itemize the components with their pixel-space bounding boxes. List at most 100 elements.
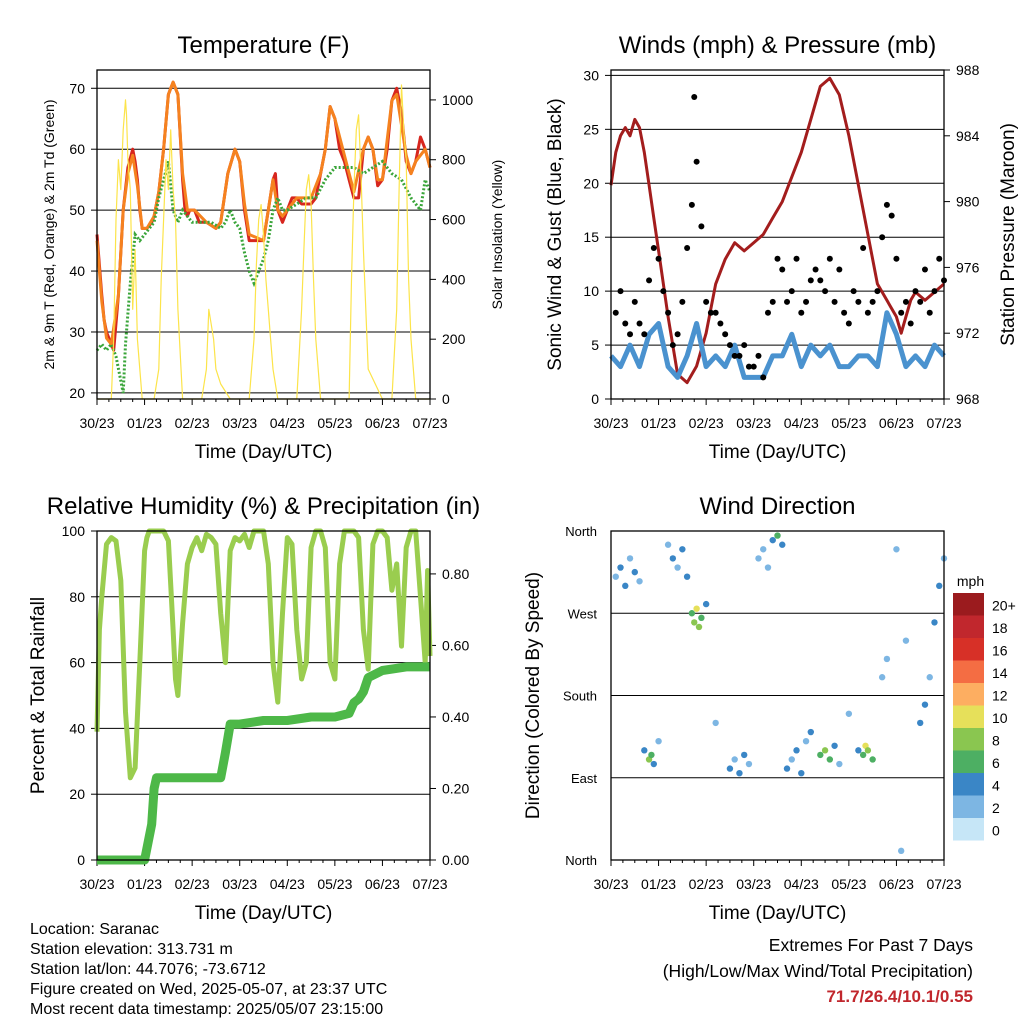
y2-tick-label: 600 — [442, 212, 466, 228]
gust-point — [812, 266, 819, 273]
legend-swatch — [953, 750, 984, 773]
gust-point — [926, 309, 933, 316]
y-axis-label: 2m & 9m T (Red, Orange) & 2m Td (Green) — [41, 100, 57, 370]
gust-point — [736, 352, 743, 359]
series-line-0 — [609, 76, 945, 385]
x-axis-label: Time (Day/UTC) — [195, 903, 333, 924]
gust-point — [936, 255, 943, 262]
y2-tick-label: 980 — [956, 194, 980, 210]
gust-point — [712, 309, 719, 316]
gust-point — [798, 309, 805, 316]
gust-point — [869, 298, 876, 305]
location-text: Location: Saranac — [30, 921, 159, 938]
gust-point — [769, 298, 776, 305]
gust-point — [883, 201, 890, 208]
y2-axis-label: Solar Insolation (Yellow) — [489, 160, 505, 310]
direction-point — [650, 760, 658, 768]
x-tick-label: 07/23 — [926, 415, 961, 431]
gust-point — [631, 298, 638, 305]
direction-point — [669, 555, 677, 562]
x-tick-label: 05/23 — [831, 415, 866, 431]
gust-point — [750, 363, 757, 370]
y-tick-label: South — [563, 689, 597, 704]
gust-point — [764, 309, 771, 316]
x-tick-label: 03/23 — [736, 415, 771, 431]
direction-point — [845, 710, 853, 717]
legend-label: 18 — [992, 620, 1008, 636]
extremes-panel: Extremes For Past 7 Days (High/Low/Max W… — [663, 932, 973, 1010]
gust-point — [731, 352, 738, 359]
y-tick-label: West — [568, 606, 598, 621]
gust-point — [902, 298, 909, 305]
y-tick-label: 5 — [591, 337, 599, 353]
gust-point — [864, 309, 871, 316]
y-tick-label: 50 — [69, 202, 85, 218]
y-tick-label: 40 — [69, 720, 85, 736]
y-tick-label: 30 — [583, 67, 599, 83]
gust-point — [755, 352, 762, 359]
chart-title: Relative Humidity (%) & Precipitation (i… — [47, 493, 480, 520]
gust-point — [627, 331, 634, 338]
direction-point — [831, 742, 838, 749]
direction-point — [769, 536, 776, 544]
direction-point — [931, 619, 938, 626]
gust-point — [641, 331, 648, 338]
x-tick-label: 05/23 — [831, 876, 866, 892]
direction-point — [821, 747, 829, 754]
gust-point — [726, 342, 733, 349]
extremes-title: Extremes For Past 7 Days — [768, 935, 973, 955]
y2-tick-label: 968 — [956, 391, 980, 407]
direction-point — [622, 582, 629, 590]
legend-label: 2 — [992, 800, 1000, 816]
y2-tick-label: 0.80 — [442, 566, 469, 582]
direction-point — [617, 564, 624, 571]
gust-point — [636, 320, 643, 327]
gust-point — [745, 363, 752, 370]
direction-point — [726, 765, 734, 772]
y-tick-label: 0 — [591, 391, 599, 407]
series-line-2 — [95, 159, 432, 394]
legend-swatch — [953, 795, 984, 818]
gust-point — [703, 298, 710, 305]
direction-point — [878, 674, 886, 681]
y-tick-label: 60 — [69, 141, 85, 157]
y2-tick-label: 0.40 — [442, 709, 469, 725]
gust-point — [622, 320, 629, 327]
x-tick-label: 30/23 — [79, 415, 114, 431]
y2-tick-label: 972 — [956, 325, 980, 341]
gust-point — [741, 342, 748, 349]
series-line-1 — [95, 80, 432, 346]
gust-point — [717, 320, 724, 327]
gust-point — [874, 288, 881, 295]
gust-point — [793, 255, 800, 262]
y-tick-label: 25 — [583, 121, 599, 137]
direction-point — [679, 546, 686, 553]
direction-point — [793, 747, 800, 754]
gust-point — [722, 331, 729, 338]
chart-winds: Winds (mph) & Pressure (mb) 0 5 10 15 20 25 30 9… — [545, 32, 1019, 463]
gust-point — [679, 298, 686, 305]
direction-point — [731, 756, 738, 763]
gust-point — [845, 320, 852, 327]
direction-point — [688, 610, 696, 617]
direction-point — [864, 747, 872, 754]
x-tick-label: 07/23 — [926, 876, 961, 892]
legend-swatch — [953, 705, 984, 728]
y-tick-label: 15 — [583, 229, 599, 245]
legend-title: mph — [957, 573, 984, 589]
gust-point — [931, 288, 938, 295]
legend-label: 12 — [992, 687, 1008, 703]
direction-point — [755, 555, 762, 562]
gust-point — [691, 93, 698, 100]
direction-point — [626, 555, 634, 562]
direction-point — [817, 751, 824, 759]
direction-point — [612, 573, 619, 580]
gust-point — [860, 244, 867, 251]
gust-point — [665, 309, 672, 316]
direction-point — [741, 751, 748, 759]
plot-frame — [96, 530, 431, 861]
x-tick-label: 02/23 — [689, 415, 724, 431]
recent-timestamp-text: Most recent data timestamp: 2025/05/07 2… — [30, 1001, 384, 1018]
chart-title: Winds (mph) & Pressure (mb) — [619, 32, 936, 59]
x-tick-label: 30/23 — [593, 876, 628, 892]
